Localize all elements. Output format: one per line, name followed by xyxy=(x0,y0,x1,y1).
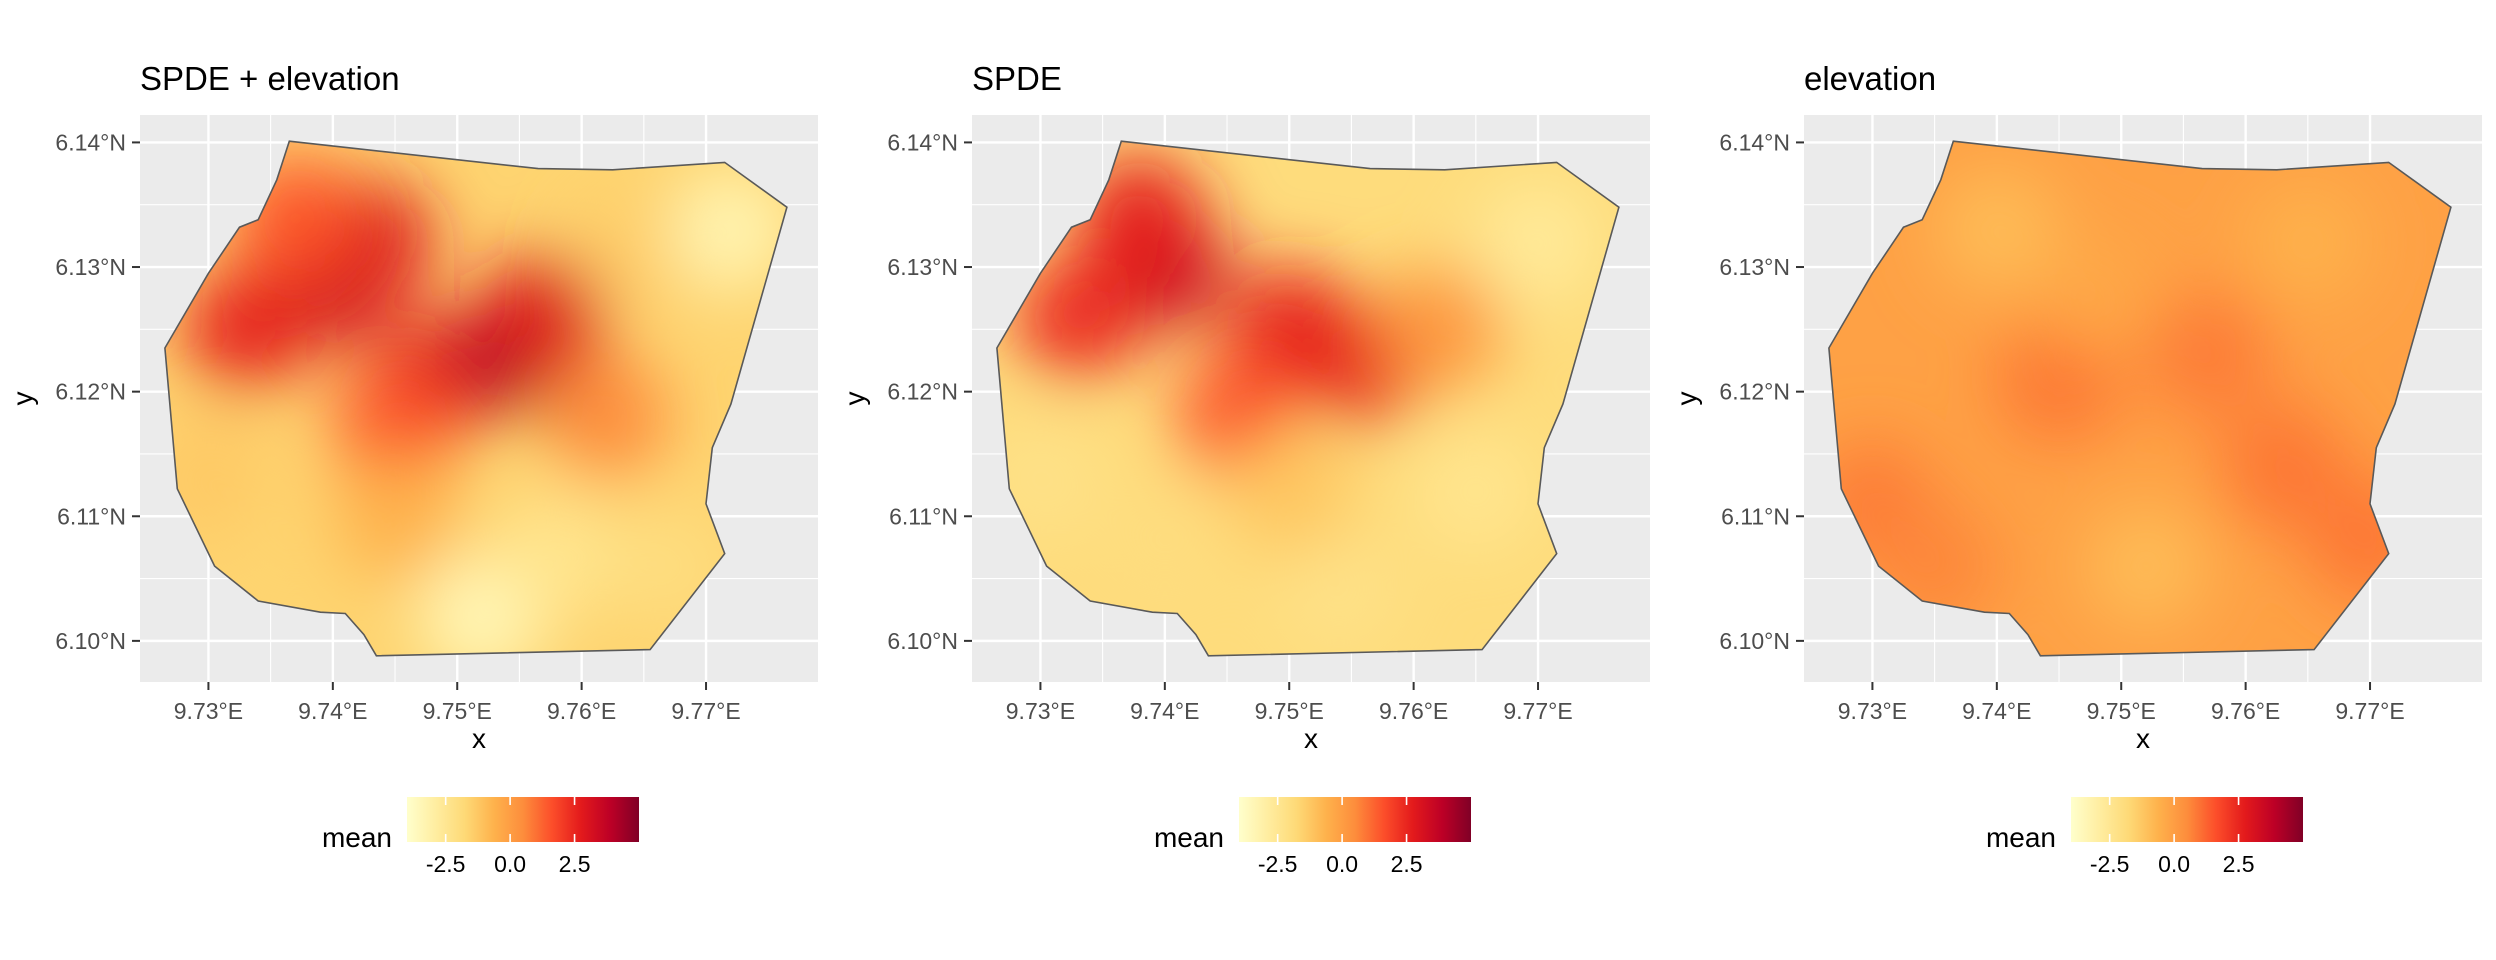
x-tick-label: 9.75°E xyxy=(2087,698,2156,724)
legend-tick-label: 2.5 xyxy=(2223,851,2255,877)
legend-colorbar xyxy=(2071,797,2303,842)
panel-3: elevation 9.73°E 9.74°E 9.75°E 9.76°E 9.77°E 6… xyxy=(1671,60,2482,877)
field-blob xyxy=(1227,429,1352,554)
field-blob xyxy=(668,167,787,292)
legend-tick-label: 0.0 xyxy=(494,851,526,877)
y-tick-label: 6.11°N xyxy=(889,503,958,529)
legend-tick-label: 0.0 xyxy=(2158,851,2190,877)
y-tick-label: 6.10°N xyxy=(887,628,958,654)
panel-1: SPDE + elevation 9.73°E 9.74°E 9.75°E 9.76°E… xyxy=(7,60,818,877)
field-blob xyxy=(2220,404,2345,529)
field-blob xyxy=(2084,504,2209,629)
mean-field xyxy=(1828,141,2451,656)
y-tick-label: 6.11°N xyxy=(57,503,126,529)
x-tick-label: 9.74°E xyxy=(1962,698,2031,724)
legend-title: mean xyxy=(1986,822,2056,853)
legend-colorbar xyxy=(1239,797,1471,842)
x-tick-label: 9.76°E xyxy=(2211,698,2280,724)
field-blob xyxy=(1276,529,1401,654)
x-tick-label: 9.76°E xyxy=(547,698,616,724)
x-axis-title: x xyxy=(472,723,486,754)
field-blob xyxy=(333,454,458,579)
y-tick-label: 6.14°N xyxy=(887,129,958,155)
mean-field xyxy=(996,141,1619,656)
field-blob xyxy=(233,479,358,604)
legend-colorbar xyxy=(407,797,639,842)
y-tick-label: 6.14°N xyxy=(1719,129,1790,155)
y-tick-label: 6.10°N xyxy=(1719,628,1790,654)
field-blob xyxy=(2146,292,2271,417)
x-tick-label: 9.74°E xyxy=(1130,698,1199,724)
field-blob xyxy=(1077,155,1202,280)
field-blob xyxy=(494,491,619,616)
legend-title: mean xyxy=(322,822,392,853)
x-tick-label: 9.77°E xyxy=(671,698,740,724)
y-tick-label: 6.14°N xyxy=(55,129,126,155)
y-tick-label: 6.13°N xyxy=(887,254,958,280)
region-outline xyxy=(1828,140,2452,657)
legend-tick-label: 2.5 xyxy=(1391,851,1423,877)
y-tick-label: 6.12°N xyxy=(1719,379,1790,405)
field-blob xyxy=(1476,180,1601,305)
legend-tick-label: -2.5 xyxy=(2090,851,2130,877)
y-tick-label: 6.11°N xyxy=(1721,503,1790,529)
y-tick-label: 6.13°N xyxy=(1719,254,1790,280)
x-tick-label: 9.76°E xyxy=(1379,698,1448,724)
panel-title: SPDE xyxy=(972,60,1062,97)
x-tick-label: 9.73°E xyxy=(1838,698,1907,724)
x-axis-title: x xyxy=(1304,723,1318,754)
x-tick-label: 9.73°E xyxy=(1006,698,1075,724)
field-blob xyxy=(1102,479,1227,604)
x-tick-label: 9.73°E xyxy=(174,698,243,724)
x-axis-title: x xyxy=(2136,723,2150,754)
panel-title: SPDE + elevation xyxy=(140,60,400,97)
region-outline xyxy=(996,140,1620,657)
y-tick-label: 6.10°N xyxy=(55,628,126,654)
legend-tick-label: 0.0 xyxy=(1326,851,1358,877)
y-tick-label: 6.12°N xyxy=(55,379,126,405)
y-tick-label: 6.12°N xyxy=(887,379,958,405)
y-tick-label: 6.13°N xyxy=(55,254,126,280)
x-tick-label: 9.75°E xyxy=(423,698,492,724)
x-tick-label: 9.77°E xyxy=(2335,698,2404,724)
panel-2: SPDE 9.73°E 9.74°E 9.75°E 9.76°E 9.77°E 6.10°N… xyxy=(839,60,1650,877)
y-axis-title: y xyxy=(1671,392,1702,406)
field-blob xyxy=(1934,167,2059,292)
legend-tick-label: -2.5 xyxy=(1258,851,1298,877)
field-blob xyxy=(2245,180,2370,305)
field-blob xyxy=(333,367,458,492)
legend: mean -2.5 0.0 2.5 xyxy=(1154,797,1471,877)
field-blob xyxy=(2034,229,2159,354)
legend: mean -2.5 0.0 2.5 xyxy=(1986,797,2303,877)
x-tick-label: 9.77°E xyxy=(1503,698,1572,724)
x-tick-label: 9.75°E xyxy=(1255,698,1324,724)
field-blob xyxy=(1376,267,1501,392)
region-outline xyxy=(164,140,788,657)
field-blob xyxy=(544,354,669,479)
legend-tick-label: 2.5 xyxy=(559,851,591,877)
field-blob xyxy=(183,267,308,392)
field-blob xyxy=(482,254,607,379)
field-blob xyxy=(1015,254,1140,379)
legend-title: mean xyxy=(1154,822,1224,853)
y-axis-title: y xyxy=(839,392,870,406)
y-axis-title: y xyxy=(7,392,38,406)
legend: mean -2.5 0.0 2.5 xyxy=(322,797,639,877)
field-blobs xyxy=(996,155,1601,654)
panel-title: elevation xyxy=(1804,60,1936,97)
x-tick-label: 9.74°E xyxy=(298,698,367,724)
field-blob xyxy=(1413,429,1538,554)
legend-tick-label: -2.5 xyxy=(426,851,466,877)
